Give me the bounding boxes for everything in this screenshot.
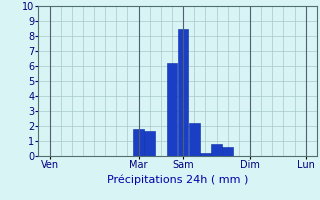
Bar	[144, 130, 155, 156]
Bar	[167, 63, 177, 156]
Bar	[189, 123, 200, 156]
X-axis label: Précipitations 24h ( mm ): Précipitations 24h ( mm )	[107, 174, 248, 185]
Bar	[178, 28, 188, 156]
Bar	[211, 144, 222, 156]
Bar	[133, 129, 144, 156]
Bar	[200, 153, 211, 156]
Bar	[222, 147, 233, 156]
